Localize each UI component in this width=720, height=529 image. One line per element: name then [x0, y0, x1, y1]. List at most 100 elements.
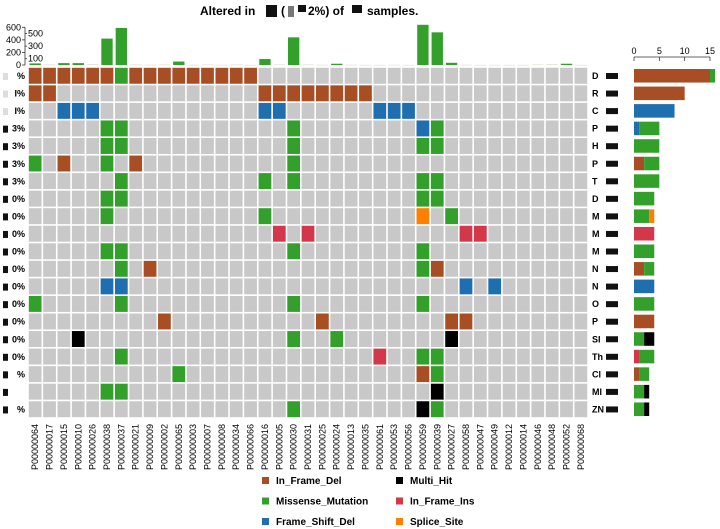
empty-cell — [244, 225, 257, 242]
empty-cell — [258, 348, 272, 365]
empty-cell — [344, 138, 358, 154]
mutation-cell — [100, 120, 114, 137]
empty-cell — [488, 155, 502, 172]
legend-label: In_Frame_Ins — [410, 497, 475, 508]
gene-percent: % — [17, 404, 25, 414]
mutation-cell — [473, 225, 487, 242]
empty-cell — [373, 383, 387, 400]
mutation-cell — [416, 295, 430, 312]
empty-cell — [373, 120, 387, 137]
redaction-block — [3, 336, 8, 344]
empty-cell — [545, 138, 559, 154]
empty-cell — [473, 313, 487, 330]
redaction-block — [606, 90, 618, 97]
empty-cell — [373, 190, 387, 207]
empty-cell — [229, 348, 243, 365]
empty-cell — [316, 401, 329, 418]
empty-cell — [272, 155, 286, 172]
empty-cell — [517, 260, 530, 277]
empty-cell — [502, 383, 516, 400]
empty-cell — [301, 243, 315, 260]
gene-bar-segment — [634, 191, 655, 206]
empty-cell — [574, 260, 588, 277]
empty-cell — [531, 85, 545, 102]
empty-cell — [129, 313, 143, 330]
empty-cell — [531, 102, 545, 119]
empty-cell — [215, 278, 229, 295]
empty-cell — [545, 155, 559, 172]
empty-cell — [416, 331, 430, 347]
empty-cell — [473, 208, 487, 225]
empty-cell — [517, 383, 530, 400]
empty-cell — [301, 366, 315, 383]
empty-cell — [186, 173, 200, 190]
empty-cell — [402, 331, 415, 347]
empty-cell — [316, 366, 329, 383]
empty-cell — [43, 278, 56, 295]
empty-cell — [201, 155, 214, 172]
empty-cell — [402, 173, 415, 190]
empty-cell — [258, 383, 272, 400]
empty-cell — [287, 190, 301, 207]
empty-cell — [86, 190, 99, 207]
empty-cell — [229, 225, 243, 242]
empty-cell — [344, 225, 358, 242]
empty-cell — [373, 295, 387, 312]
empty-cell — [574, 313, 588, 330]
empty-cell — [502, 102, 516, 119]
empty-cell — [172, 155, 186, 172]
empty-cell — [488, 120, 502, 137]
empty-cell — [28, 190, 42, 207]
empty-cell — [114, 155, 128, 172]
empty-cell — [560, 331, 573, 347]
mutation-cell — [430, 260, 444, 277]
redaction-block — [606, 266, 618, 273]
empty-cell — [359, 401, 372, 418]
legend: In_Frame_Del Missense_Mutation Frame_Shift… — [262, 476, 475, 528]
empty-cell — [287, 225, 301, 242]
empty-cell — [158, 401, 171, 418]
empty-cell — [57, 348, 71, 365]
empty-cell — [330, 208, 344, 225]
empty-cell — [201, 278, 214, 295]
empty-cell — [100, 295, 114, 312]
empty-cell — [143, 102, 157, 119]
tmb-bar — [43, 64, 56, 66]
mutation-cell — [114, 295, 128, 312]
empty-cell — [43, 225, 56, 242]
sample-label: P00000058 — [461, 424, 471, 470]
empty-cell — [158, 173, 171, 190]
sample-label: P00000003 — [188, 424, 198, 470]
empty-cell — [330, 120, 344, 137]
tmb-bar — [173, 61, 185, 65]
empty-cell — [57, 120, 71, 137]
empty-cell — [502, 331, 516, 347]
sample-label: P00000056 — [404, 424, 414, 470]
empty-cell — [287, 348, 301, 365]
empty-cell — [402, 155, 415, 172]
empty-cell — [459, 102, 473, 119]
mutation-cell — [272, 225, 286, 242]
empty-cell — [43, 401, 56, 418]
empty-cell — [459, 208, 473, 225]
tmb-bar — [58, 63, 70, 66]
empty-cell — [330, 295, 344, 312]
empty-cell — [28, 331, 42, 347]
empty-cell — [129, 295, 143, 312]
sample-label: P00000065 — [174, 424, 184, 470]
empty-cell — [100, 331, 114, 347]
empty-cell — [201, 120, 214, 137]
empty-cell — [330, 260, 344, 277]
empty-cell — [287, 67, 301, 84]
tmb-tick-label: 400 — [6, 35, 21, 45]
empty-cell — [545, 331, 559, 347]
empty-cell — [531, 190, 545, 207]
empty-cell — [244, 366, 257, 383]
empty-cell — [129, 225, 143, 242]
mutation-cell — [114, 383, 128, 400]
gene-barplot: 0 5 10 15 — [631, 46, 716, 416]
empty-cell — [129, 243, 143, 260]
empty-cell — [129, 190, 143, 207]
empty-cell — [473, 173, 487, 190]
empty-cell — [359, 366, 372, 383]
